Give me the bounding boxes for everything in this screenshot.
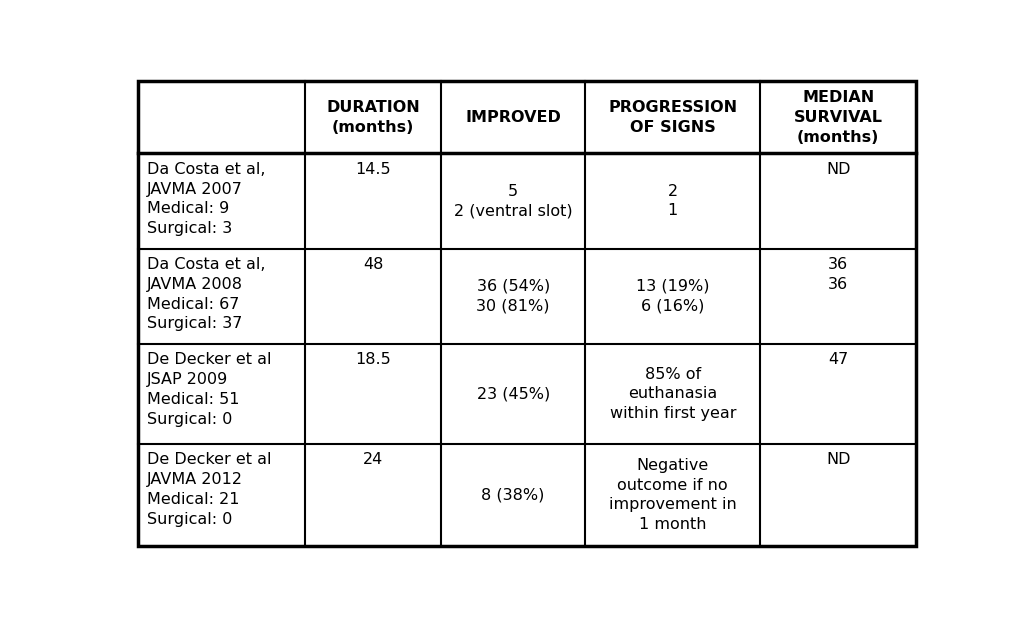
- Text: ND: ND: [826, 452, 851, 467]
- Text: Negative
outcome if no
improvement in
1 month: Negative outcome if no improvement in 1 …: [609, 458, 736, 532]
- Text: ND: ND: [826, 162, 851, 177]
- Text: 48: 48: [362, 257, 383, 272]
- Text: 18.5: 18.5: [355, 352, 391, 367]
- Text: 5
2 (ventral slot): 5 2 (ventral slot): [454, 184, 572, 219]
- Text: PROGRESSION
OF SIGNS: PROGRESSION OF SIGNS: [608, 100, 737, 135]
- Text: IMPROVED: IMPROVED: [465, 110, 561, 125]
- Text: 8 (38%): 8 (38%): [481, 488, 545, 503]
- Text: 24: 24: [362, 452, 383, 467]
- Text: 13 (19%)
6 (16%): 13 (19%) 6 (16%): [636, 279, 710, 314]
- Text: 47: 47: [828, 352, 848, 367]
- Text: 85% of
euthanasia
within first year: 85% of euthanasia within first year: [609, 366, 736, 422]
- Text: 23 (45%): 23 (45%): [476, 386, 550, 402]
- Text: Da Costa et al,
JAVMA 2007
Medical: 9
Surgical: 3: Da Costa et al, JAVMA 2007 Medical: 9 Su…: [146, 162, 265, 236]
- Text: Da Costa et al,
JAVMA 2008
Medical: 67
Surgical: 37: Da Costa et al, JAVMA 2008 Medical: 67 S…: [146, 257, 265, 332]
- Text: De Decker et al
JAVMA 2012
Medical: 21
Surgical: 0: De Decker et al JAVMA 2012 Medical: 21 S…: [146, 452, 271, 527]
- Text: MEDIAN
SURVIVAL
(months): MEDIAN SURVIVAL (months): [794, 90, 883, 145]
- Text: 2
1: 2 1: [668, 184, 678, 219]
- Text: 14.5: 14.5: [355, 162, 391, 177]
- Text: DURATION
(months): DURATION (months): [327, 100, 420, 135]
- Text: 36
36: 36 36: [828, 257, 848, 292]
- Text: De Decker et al
JSAP 2009
Medical: 51
Surgical: 0: De Decker et al JSAP 2009 Medical: 51 Su…: [146, 352, 271, 426]
- Text: 36 (54%)
30 (81%): 36 (54%) 30 (81%): [476, 279, 550, 314]
